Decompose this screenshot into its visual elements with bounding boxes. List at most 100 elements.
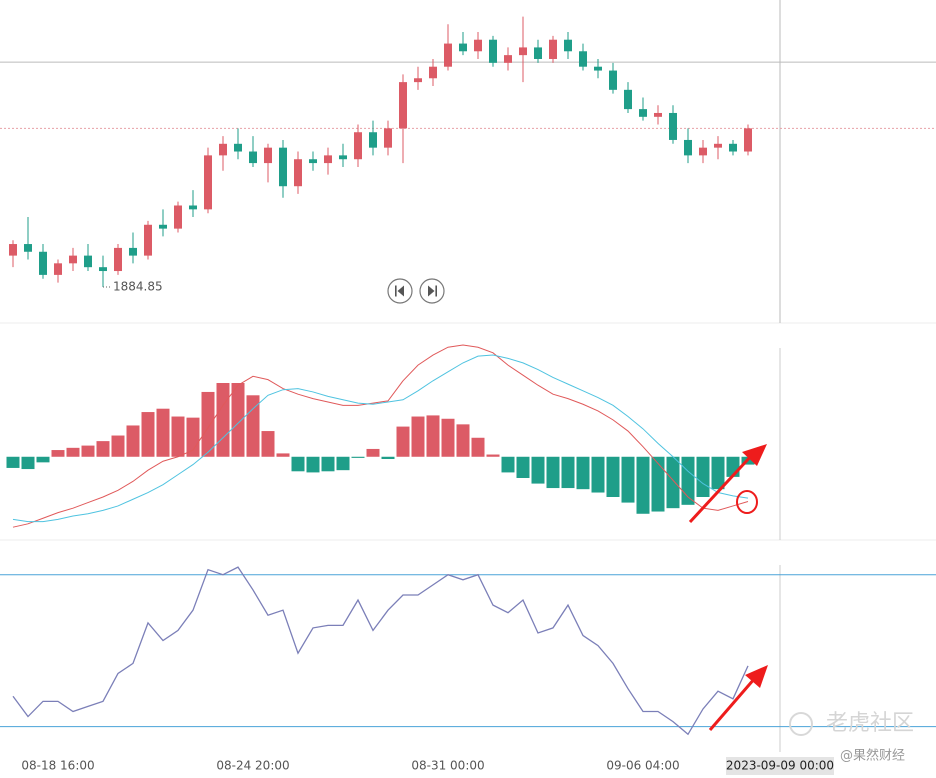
candle-body — [489, 39, 497, 63]
low-label: 1884.85 — [113, 280, 163, 294]
macd-bar — [231, 383, 245, 457]
macd-bar — [696, 456, 710, 497]
macd-bar — [141, 412, 155, 457]
annotation-arrow — [688, 444, 768, 731]
candle-body — [219, 143, 227, 156]
macd-bar — [486, 454, 500, 457]
candle-body — [744, 128, 752, 152]
macd-line — [12, 344, 749, 528]
candle-body — [594, 66, 602, 71]
candle-body — [339, 155, 347, 160]
candle-body — [564, 39, 572, 52]
macd-bar — [426, 415, 440, 457]
macd-bar — [366, 448, 380, 457]
candle-body — [684, 139, 692, 156]
macd-bar — [36, 456, 50, 463]
macd-bar — [216, 383, 230, 457]
macd-bar — [111, 435, 125, 457]
macd-bar — [501, 456, 515, 473]
candle-body — [639, 109, 647, 117]
macd-bar — [411, 416, 425, 457]
candle-body — [354, 132, 362, 160]
macd-bar — [561, 456, 575, 489]
candle-body — [144, 224, 152, 256]
candle-body — [129, 247, 137, 256]
macd-bar — [666, 456, 680, 509]
macd-bar — [246, 395, 260, 457]
candle-body — [174, 205, 182, 229]
macd-bar — [336, 456, 350, 471]
macd-bar — [291, 456, 305, 472]
macd-bar — [471, 437, 485, 457]
candle-body — [414, 78, 422, 83]
candle-body — [399, 82, 407, 129]
candle-body — [444, 43, 452, 67]
macd-bar — [306, 456, 320, 473]
macd-bar — [456, 424, 470, 457]
candle-body — [114, 247, 122, 272]
candle-body — [714, 143, 722, 148]
macd-bar — [351, 456, 365, 458]
candle-body — [264, 147, 272, 164]
candle-body — [669, 112, 677, 140]
x-tick-label: 08-31 00:00 — [411, 759, 484, 773]
macd-bar — [531, 456, 545, 484]
candle-body — [84, 255, 92, 268]
candle-body — [294, 159, 302, 187]
candle-body — [9, 244, 17, 256]
candle-body — [324, 155, 332, 164]
macd-bar — [66, 447, 80, 457]
macd-line — [12, 354, 749, 523]
candle-body — [429, 66, 437, 79]
candle-body — [369, 132, 377, 148]
candle-body — [249, 151, 257, 164]
macd-bar — [186, 417, 200, 457]
macd-bar — [96, 441, 110, 457]
macd-bar — [201, 391, 215, 457]
x-tick-label: 09-06 04:00 — [606, 759, 679, 773]
macd-bar — [81, 445, 95, 457]
prev-button[interactable] — [387, 278, 413, 304]
candle-body — [24, 244, 32, 252]
candle-body — [39, 251, 47, 275]
watermark-logo — [789, 712, 813, 736]
candle-body — [624, 89, 632, 110]
candle-body — [699, 147, 707, 156]
macd-bar — [156, 408, 170, 457]
candle-body — [159, 224, 167, 229]
candle-body — [279, 147, 287, 187]
crosshair-label-bg — [726, 757, 834, 775]
macd-bar — [651, 456, 665, 512]
plot-layer: 1884.85 08-18 16:00 08-24 20:00 08-31 00:00… — [0, 16, 936, 775]
candle-body — [309, 159, 317, 164]
macd-bar — [126, 425, 140, 457]
macd-bar — [546, 456, 560, 489]
candle-body — [99, 267, 107, 272]
candle-body — [459, 43, 467, 52]
rsi-line — [12, 566, 749, 736]
candle-body — [54, 263, 62, 275]
candle-body — [609, 70, 617, 90]
macd-bar — [21, 456, 35, 470]
watermark-author: @果然财经 — [840, 748, 905, 764]
macd-bar — [441, 418, 455, 457]
candle-body — [519, 47, 527, 56]
macd-bar — [6, 456, 20, 468]
macd-bar — [516, 456, 530, 478]
macd-bar — [636, 456, 650, 514]
macd-bar — [591, 456, 605, 493]
candle-body — [534, 47, 542, 59]
candle-body — [384, 128, 392, 148]
candle-body — [189, 205, 197, 210]
crosshair-label: 2023-09-09 00:00 — [726, 759, 834, 773]
macd-bar — [621, 456, 635, 503]
x-tick-label: 08-18 16:00 — [21, 759, 94, 773]
candle-body — [579, 51, 587, 67]
candle-body — [729, 143, 737, 152]
macd-bar — [606, 456, 620, 497]
macd-bar — [396, 426, 410, 457]
candle-body — [204, 155, 212, 210]
macd-bar — [51, 450, 65, 457]
next-button[interactable] — [419, 278, 445, 304]
